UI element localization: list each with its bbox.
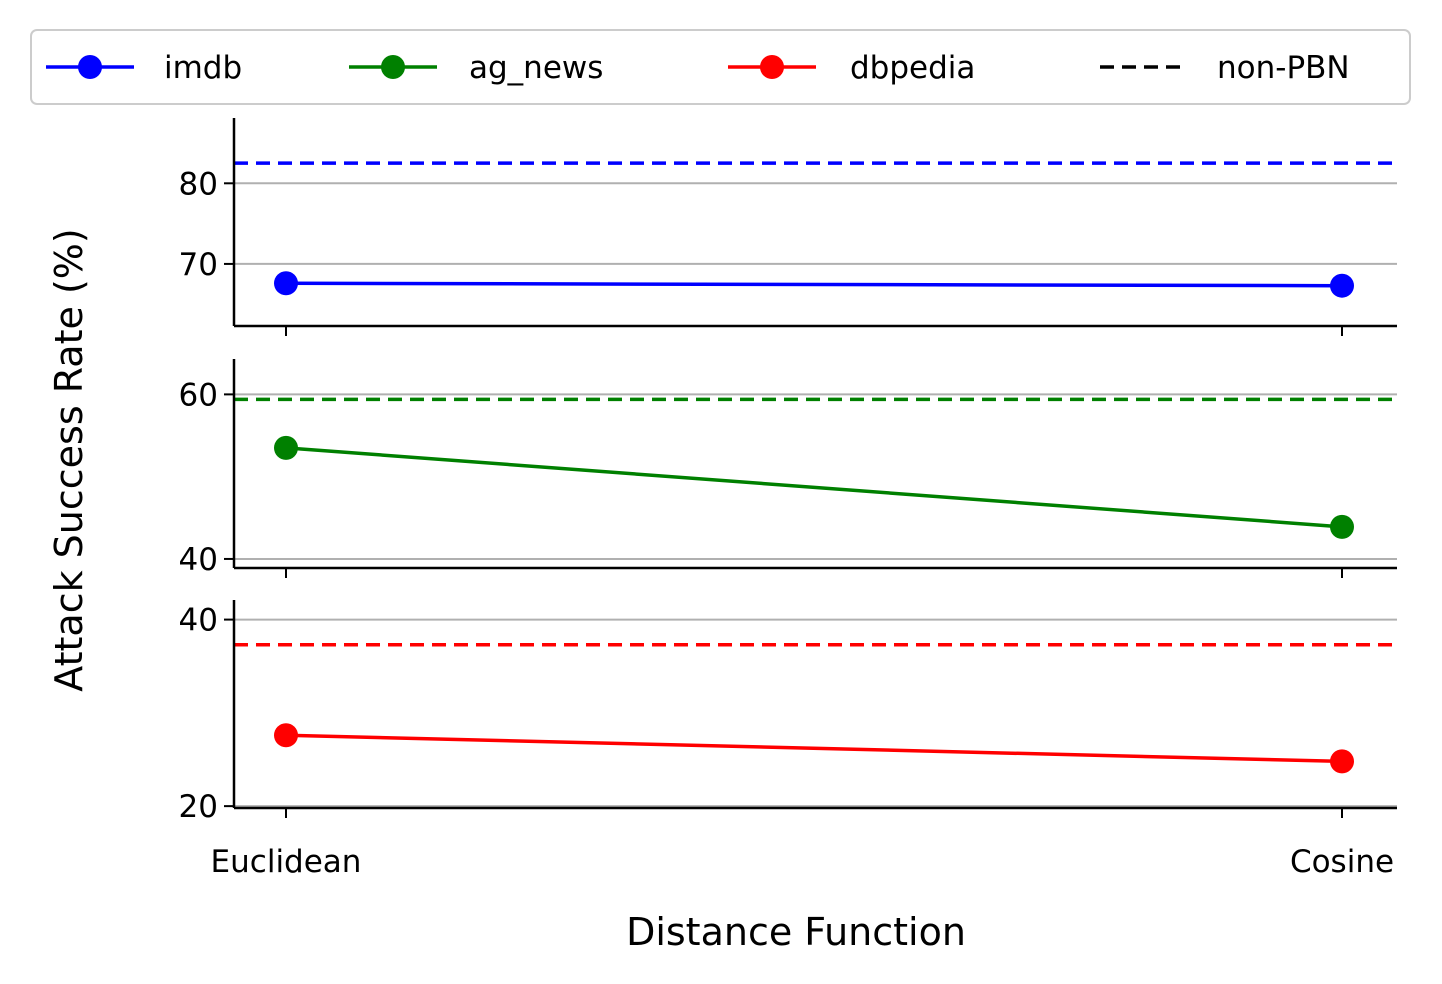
point-ag_news-cosine (1330, 514, 1354, 539)
point-dbpedia-cosine (1330, 749, 1354, 774)
y-tick-label-imdb-70: 70 (179, 247, 218, 283)
legend-item-non-PBN: non-PBN (1100, 50, 1350, 86)
x-tick-label-euclidean: Euclidean (211, 844, 362, 880)
legend-label-imdb: imdb (164, 50, 242, 86)
legend-marker-imdb (78, 55, 102, 79)
series-line-imdb (285, 281, 1343, 288)
point-imdb-euclidean (274, 271, 298, 296)
legend-item-imdb: imdb (46, 50, 242, 86)
legend-frame (30, 29, 1411, 105)
point-ag_news-euclidean (274, 435, 298, 460)
y-axis-title: Attack Success Rate (%) (47, 228, 91, 691)
y-tick-label-dbpedia-40: 40 (179, 603, 218, 639)
legend-label-non-PBN: non-PBN (1217, 50, 1350, 86)
panel-imdb: 70 80 (179, 118, 1397, 336)
legend-item-dbpedia: dbpedia (728, 50, 975, 86)
y-tick-label-imdb-80: 80 (179, 166, 218, 202)
series-line-dbpedia (285, 733, 1343, 764)
legend-item-ag_news: ag_news (349, 50, 603, 86)
panel-ag_news: 40 60 (179, 359, 1397, 578)
point-imdb-cosine (1330, 273, 1354, 298)
x-axis-title: Distance Function (626, 910, 966, 954)
y-tick-label-dbpedia-20: 20 (179, 789, 218, 825)
point-dbpedia-euclidean (274, 723, 298, 748)
legend: imdb ag_news dbpedia non-PBN (30, 29, 1411, 105)
series-line-ag_news (285, 446, 1343, 529)
y-tick-label-ag_news-40: 40 (179, 542, 218, 578)
legend-label-ag_news: ag_news (469, 50, 603, 86)
legend-marker-ag_news (381, 55, 405, 79)
legend-label-dbpedia: dbpedia (850, 50, 975, 86)
legend-marker-dbpedia (760, 55, 784, 79)
x-tick-label-cosine: Cosine (1290, 844, 1394, 880)
y-tick-label-ag_news-60: 60 (179, 377, 218, 413)
